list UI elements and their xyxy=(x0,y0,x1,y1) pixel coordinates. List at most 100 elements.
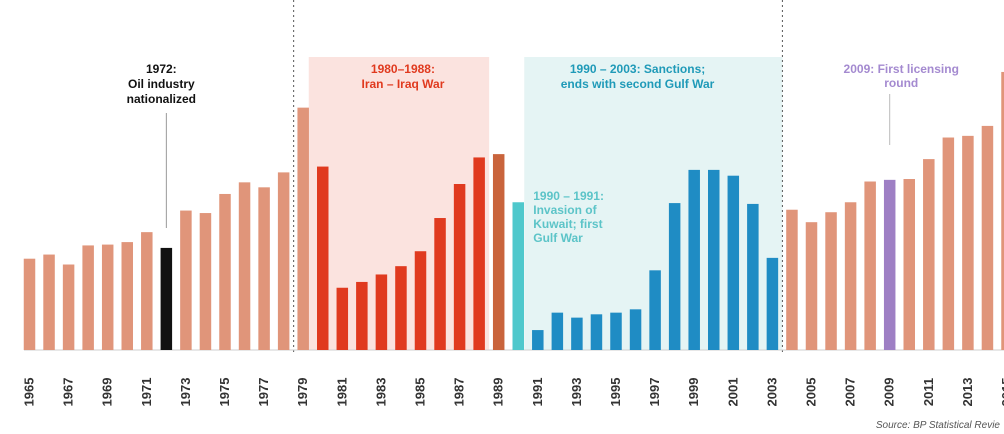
bar-1978 xyxy=(277,172,290,350)
bar-2013 xyxy=(962,135,974,350)
annotation-line: ends with second Gulf War xyxy=(561,77,715,91)
bar-2010 xyxy=(903,179,915,350)
bar-2002 xyxy=(747,203,759,350)
bar-1999 xyxy=(688,169,700,350)
annotation-4: 2009: First licensing round xyxy=(844,62,959,90)
tick-1983: 1983 xyxy=(373,378,388,407)
bar-1975 xyxy=(219,193,231,350)
bar-1998 xyxy=(668,203,681,350)
bar-2014 xyxy=(981,125,994,351)
annotation-line: Kuwait; first xyxy=(533,217,602,231)
tick-2015: 2015 xyxy=(999,378,1004,407)
bar-2012 xyxy=(942,137,955,350)
bar-1988 xyxy=(473,157,485,350)
bar-2011 xyxy=(923,159,935,350)
annotation-0: 1972: Oil industry nationalized xyxy=(127,62,196,106)
tick-1979: 1979 xyxy=(295,378,310,407)
annotation-line: 2009: First licensing xyxy=(844,62,959,76)
tick-1977: 1977 xyxy=(256,378,271,407)
bar-2008 xyxy=(864,181,876,350)
bar-1989 xyxy=(492,154,505,350)
tick-1993: 1993 xyxy=(569,378,584,407)
bar-1981 xyxy=(336,287,349,350)
annotation-line: Gulf War xyxy=(533,231,583,245)
x-axis-ticks: 1965 1967 1969 1971 1973 1975 1977 1979 1981 1983… xyxy=(22,378,1004,407)
tick-1987: 1987 xyxy=(452,378,467,407)
bar-2000 xyxy=(708,169,720,350)
bar-1995 xyxy=(610,312,622,350)
annotation-2: 1990 – 2003: Sanctions; ends with second … xyxy=(561,62,715,91)
bar-1969 xyxy=(101,244,114,350)
tick-2003: 2003 xyxy=(764,378,779,407)
tick-1999: 1999 xyxy=(686,378,701,407)
bar-1994 xyxy=(590,314,603,350)
annotation-line: round xyxy=(884,76,918,90)
bar-2004 xyxy=(786,209,798,350)
tick-2005: 2005 xyxy=(804,378,819,407)
bar-2005 xyxy=(805,222,818,350)
bar-1986 xyxy=(434,218,446,350)
bar-1968 xyxy=(82,245,94,350)
bar-1985 xyxy=(414,251,427,350)
bar-1965 xyxy=(23,258,36,350)
bar-1974 xyxy=(199,213,212,350)
annotation-line: 1990 – 2003: Sanctions; xyxy=(570,62,705,76)
annotation-line: 1972: xyxy=(146,62,177,76)
bar-1980 xyxy=(317,166,329,350)
annotation-line: Iran – Iraq War xyxy=(361,77,444,91)
annotation-line: 1980–1988: xyxy=(371,62,435,76)
bar-1987 xyxy=(453,184,466,350)
tick-1985: 1985 xyxy=(413,378,428,407)
tick-1969: 1969 xyxy=(100,378,115,407)
tick-2013: 2013 xyxy=(960,378,975,407)
bar-1982 xyxy=(356,281,368,350)
tick-1995: 1995 xyxy=(608,378,623,407)
tick-2007: 2007 xyxy=(843,378,858,407)
tick-1965: 1965 xyxy=(22,378,37,407)
bar-2009 xyxy=(883,179,896,350)
bar-1991 xyxy=(532,330,544,350)
tick-2011: 2011 xyxy=(921,378,936,406)
tick-1973: 1973 xyxy=(178,378,193,407)
bar-1967 xyxy=(62,264,75,350)
annotation-line: Invasion of xyxy=(533,203,597,217)
bar-1996 xyxy=(629,309,642,350)
bar-1966 xyxy=(43,254,55,350)
annotation-3: 1990 – 1991: Invasion of Kuwait; first Gulf… xyxy=(533,189,604,245)
bar-1993 xyxy=(571,317,583,350)
bar-1979 xyxy=(297,107,309,350)
bar-2006 xyxy=(825,212,837,350)
annotation-1: 1980–1988: Iran – Iraq War xyxy=(361,62,444,91)
tick-2001: 2001 xyxy=(725,378,740,407)
tick-1967: 1967 xyxy=(61,378,76,407)
bar-1997 xyxy=(649,270,661,350)
bar-1983 xyxy=(375,274,388,350)
bar-1971 xyxy=(141,232,153,350)
annotation-line: Oil industry xyxy=(128,77,195,91)
bar-1976 xyxy=(238,182,251,350)
bar-1992 xyxy=(551,312,564,350)
bar-1972 xyxy=(160,247,173,350)
bar-2001 xyxy=(727,175,740,350)
bar-1973 xyxy=(180,210,192,350)
tick-1975: 1975 xyxy=(217,378,232,407)
bar-1984 xyxy=(395,266,407,350)
annotation-line: 1990 – 1991: xyxy=(533,189,604,203)
tick-1989: 1989 xyxy=(491,378,506,407)
tick-2009: 2009 xyxy=(882,378,897,407)
tick-1981: 1981 xyxy=(334,378,349,407)
bar-2015 xyxy=(1001,71,1004,350)
tick-1997: 1997 xyxy=(647,378,662,407)
tick-1971: 1971 xyxy=(139,378,154,407)
bar-1970 xyxy=(121,242,133,350)
annotation-line: nationalized xyxy=(127,92,196,106)
bar-1977 xyxy=(258,187,270,350)
bar-1990 xyxy=(512,202,524,350)
source-note: Source: BP Statistical Revie xyxy=(876,420,1001,431)
bar-2007 xyxy=(844,202,857,350)
bar-2003 xyxy=(766,257,779,350)
tick-1991: 1991 xyxy=(530,378,545,407)
bars-layer xyxy=(23,71,1004,351)
